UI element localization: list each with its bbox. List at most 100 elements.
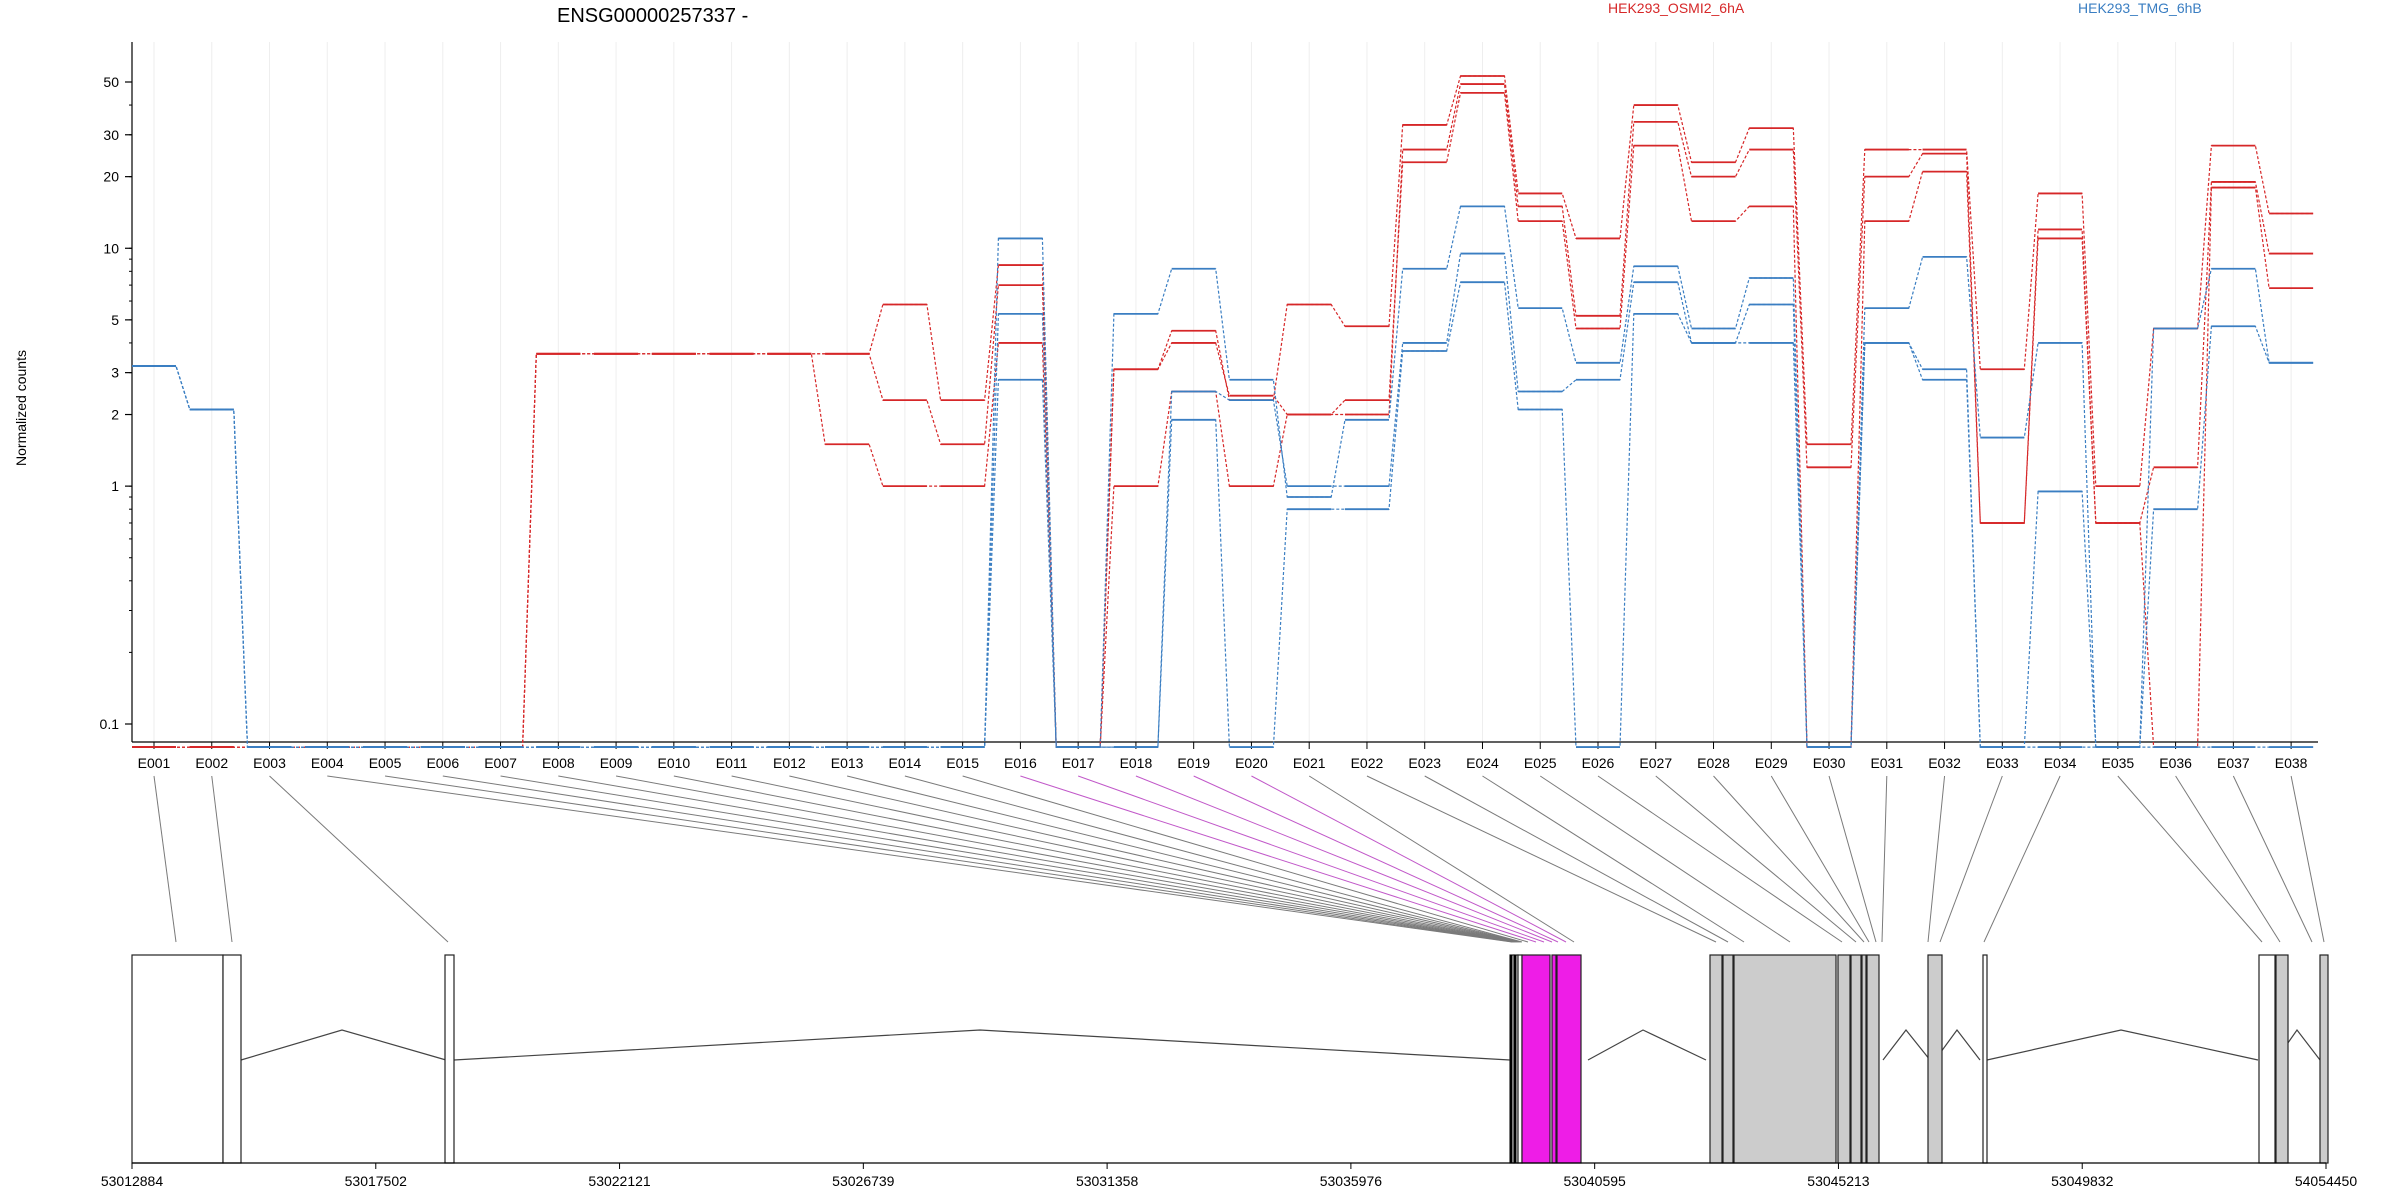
series-4-line (132, 205, 2314, 748)
connector-e007 (500, 775, 1516, 943)
x-tick-label-e020: E020 (1235, 755, 1268, 771)
connector-e027 (1655, 775, 1857, 943)
connector-e031 (1881, 775, 1888, 943)
y-tick-label: 2 (111, 407, 119, 423)
x-tick-label-e008: E008 (542, 755, 575, 771)
exon-box (2258, 954, 2276, 1164)
exon-box (1733, 954, 1837, 1164)
genomic-tick-label: 54054450 (2295, 1173, 2358, 1189)
genomic-tick-label: 53035976 (1320, 1173, 1383, 1189)
connector-e015 (962, 775, 1529, 943)
x-tick-label-e023: E023 (1408, 755, 1441, 771)
x-tick-label-e001: E001 (138, 755, 171, 771)
x-tick-label-e027: E027 (1639, 755, 1672, 771)
connector-e021 (1308, 775, 1575, 943)
intron-line (453, 1029, 1511, 1061)
connector-e019 (1193, 775, 1559, 943)
series-5-line (132, 253, 2314, 748)
exon-box (1551, 954, 1557, 1164)
x-tick-label-e006: E006 (426, 755, 459, 771)
connector-e035 (2117, 775, 2263, 943)
connector-e030 (1828, 775, 1877, 943)
series-6-line (132, 281, 2314, 748)
exon-slice (1510, 955, 1513, 1163)
x-tick-label-e010: E010 (657, 755, 690, 771)
genomic-tick-label: 53012884 (101, 1173, 164, 1189)
genomic-tick-label: 53017502 (345, 1173, 408, 1189)
exon-box (1927, 954, 1943, 1164)
exon-box (222, 954, 242, 1164)
y-tick-label: 30 (103, 127, 119, 143)
y-tick-label: 5 (111, 312, 119, 328)
intron-line (1882, 1029, 1931, 1061)
connector-e033 (1939, 775, 2003, 943)
exon-box (1521, 954, 1551, 1164)
connector-e023 (1424, 775, 1729, 943)
intron-line (1587, 1029, 1707, 1061)
y-axis-label: Normalized counts (13, 350, 29, 466)
x-tick-label-e022: E022 (1351, 755, 1384, 771)
legend-label-1: HEK293_OSMI2_6hA (1608, 0, 1745, 16)
genomic-tick-label: 53040595 (1564, 1173, 1627, 1189)
y-tick-label: 10 (103, 240, 119, 256)
exon-box (2319, 954, 2329, 1164)
exon-box (1556, 954, 1582, 1164)
exon-box (1982, 954, 1988, 1164)
exon-slice (1514, 955, 1517, 1163)
connector-e009 (615, 775, 1518, 943)
x-tick-label-e007: E007 (484, 755, 517, 771)
connector-e028 (1713, 775, 1865, 943)
y-tick-label: 3 (111, 365, 119, 381)
x-tick-label-e034: E034 (2044, 755, 2077, 771)
connector-e032 (1927, 775, 1946, 943)
connector-e018 (1135, 775, 1553, 943)
y-tick-label: 50 (103, 74, 119, 90)
connector-e038 (2290, 775, 2325, 943)
exon-box (1866, 954, 1880, 1164)
connector-e013 (847, 775, 1522, 943)
connector-e025 (1539, 775, 1791, 943)
connector-e022 (1366, 775, 1717, 943)
connector-e029 (1770, 775, 1870, 943)
connector-e010 (673, 775, 1519, 943)
exon-box (131, 954, 224, 1164)
x-tick-label-e021: E021 (1293, 755, 1326, 771)
x-tick-label-e035: E035 (2101, 755, 2134, 771)
genomic-tick-label: 53022121 (588, 1173, 651, 1189)
exon-box (1861, 954, 1867, 1164)
connector-e005 (384, 775, 1514, 943)
x-tick-label-e003: E003 (253, 755, 286, 771)
intron-line (1986, 1029, 2259, 1061)
genomic-tick-label: 53031358 (1076, 1173, 1139, 1189)
genomic-tick-label: 53045213 (1807, 1173, 1870, 1189)
x-tick-label-e017: E017 (1062, 755, 1095, 771)
connector-e024 (1482, 775, 1745, 943)
connector-e034 (1983, 775, 2061, 943)
y-tick-label: 0.1 (100, 716, 120, 732)
x-tick-label-e037: E037 (2217, 755, 2250, 771)
x-tick-label-e032: E032 (1928, 755, 1961, 771)
x-tick-label-e026: E026 (1582, 755, 1615, 771)
connector-e020 (1251, 775, 1567, 943)
connector-e006 (442, 775, 1515, 943)
connector-e014 (904, 775, 1523, 943)
chart-title: ENSG00000257337 - (557, 5, 748, 27)
genomic-tick-label: 53049832 (2051, 1173, 2114, 1189)
x-tick-label-e033: E033 (1986, 755, 2019, 771)
connector-e001 (153, 775, 177, 943)
exon-box (1850, 954, 1862, 1164)
connector-e002 (211, 775, 233, 943)
legend-label-2: HEK293_TMG_6hB (2078, 0, 2202, 16)
connector-e037 (2232, 775, 2313, 943)
x-tick-label-e024: E024 (1466, 755, 1499, 771)
exon-box (1837, 954, 1851, 1164)
x-tick-label-e011: E011 (716, 755, 748, 771)
series-2-line (132, 83, 2314, 748)
genomic-tick-label: 53026739 (832, 1173, 895, 1189)
exon-box (2275, 954, 2289, 1164)
x-tick-label-e002: E002 (195, 755, 228, 771)
x-tick-label-e025: E025 (1524, 755, 1557, 771)
connector-e016 (1020, 775, 1537, 943)
